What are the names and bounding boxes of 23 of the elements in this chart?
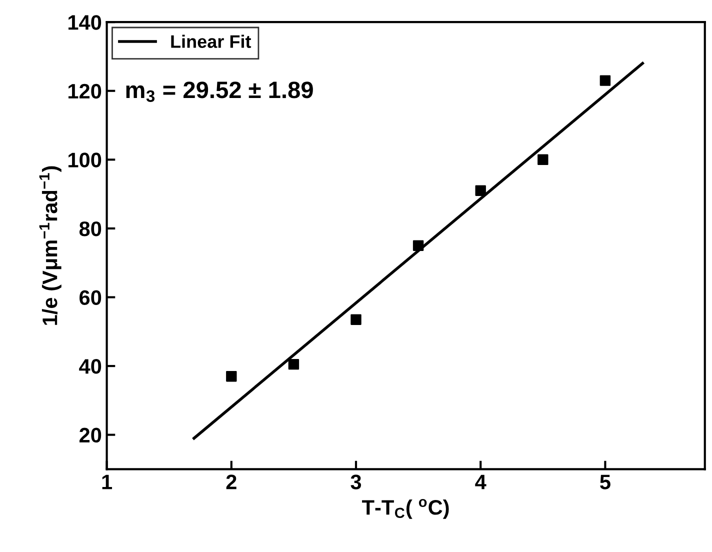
y-tick-label: 40 [79,359,102,374]
legend-label: Linear Fit [171,34,252,48]
point [226,370,237,382]
x-axis-title: T-T$_{C}$( $^{o}$C) [362,499,449,519]
x-tick-label: 4 [475,474,486,490]
y-axis-title: 1/e (Vμm$^{−1}$rad$^{−1}$) [39,166,62,325]
y-tick-label: 60 [80,290,102,305]
point [600,75,611,86]
x-tick-label: 5 [600,474,610,490]
y-tick-label: 100 [68,152,102,168]
x-tick-label: 3 [350,474,362,490]
x-tick-label: 2 [226,474,236,490]
y-tick-label: 20 [79,428,102,443]
point [475,185,486,196]
annotation: m$_{3}$ = 29.52 ± 1.89 [126,82,313,102]
y-tick-label: 140 [68,15,102,30]
point [288,358,300,370]
y-tick-label: 80 [79,221,102,236]
point [538,154,548,166]
y-tick-label: 120 [68,84,102,99]
point [350,314,362,325]
point [412,240,424,251]
x-tick-label: 1 [102,474,112,490]
